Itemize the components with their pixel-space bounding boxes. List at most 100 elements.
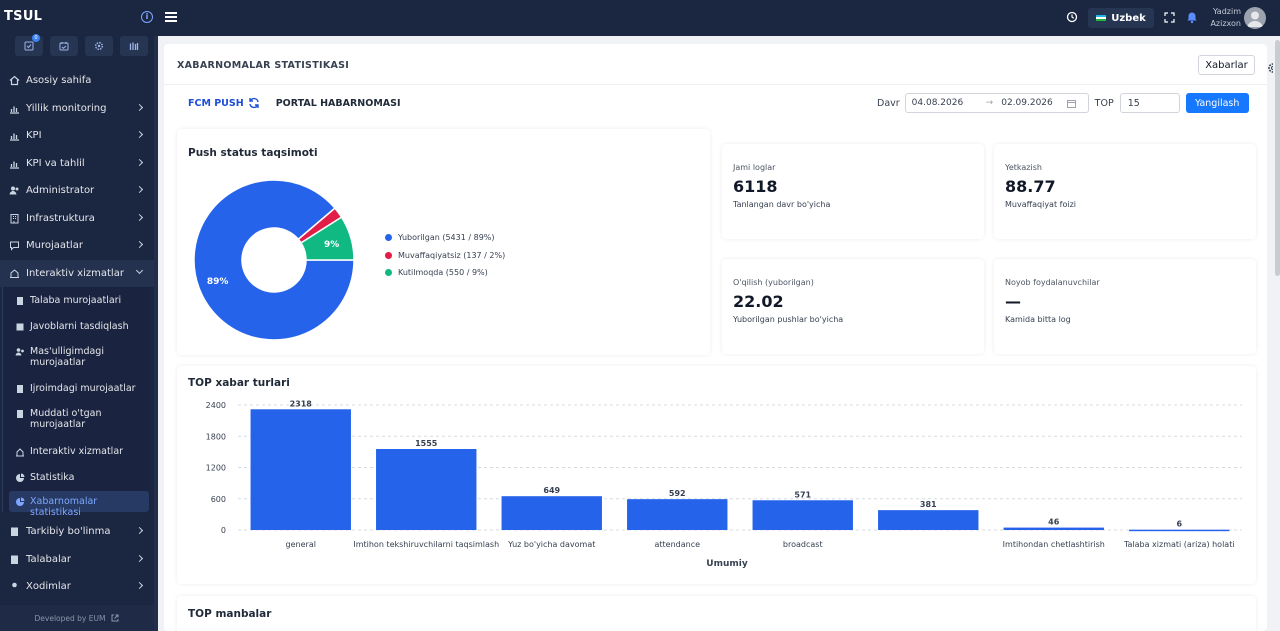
brand-logo[interactable]: TSUL (4, 9, 43, 24)
date-from-input[interactable]: 04.08.2026 (911, 98, 964, 108)
x-tick-label: Talaba xizmati (ariza) holati (1123, 540, 1235, 549)
sidebar-item-murojaatlar[interactable]: Murojaatlar (0, 232, 154, 260)
legend-item-kutilmoqda[interactable]: Kutilmoqda (550 / 9%) (385, 264, 505, 282)
page-scrollbar-thumb[interactable] (1275, 40, 1280, 276)
legend-item-yuborilgan[interactable]: Yuborilgan (5431 / 89%) (385, 229, 505, 247)
arrow-right-icon: → (985, 98, 994, 108)
sidebar-footer[interactable]: Developed by EUM (0, 605, 154, 631)
stat-sub: Tanlangan davr bo'yicha (733, 200, 831, 209)
bar-value-label: 46 (1048, 518, 1060, 527)
date-to-input[interactable]: 02.09.2026 (1001, 98, 1053, 108)
refresh-button[interactable]: Yangilash (1185, 93, 1249, 113)
sidebar-item-kpi[interactable]: KPI (0, 122, 154, 150)
stat-sub: Muvaffaqiyat foizi (1005, 200, 1076, 209)
history-icon[interactable] (1066, 11, 1078, 23)
stat-value: 88.77 (1005, 177, 1056, 196)
sidebar-item-administrator[interactable]: Administrator (0, 177, 154, 205)
bar-value-label: 1555 (415, 439, 438, 448)
home-icon (9, 75, 19, 86)
top-label: TOP (1094, 97, 1114, 109)
bar[interactable] (501, 496, 602, 530)
submenu-interaktiv-xizmatlar: Talaba murojaatlari Javoblarni tasdiqlas… (2, 287, 151, 518)
x-tick-label: Imtihondan chetlashtirish (1003, 540, 1105, 549)
avatar[interactable] (1244, 7, 1266, 29)
menu-toggle-icon[interactable] (165, 12, 177, 23)
bar[interactable] (250, 409, 351, 530)
tab-fcm-push[interactable]: FCM PUSH (188, 97, 260, 109)
stat-value: 22.02 (733, 292, 784, 311)
sidebar: 0 Asosiy sahifa Yillik monitoring KPI KP… (0, 34, 158, 631)
bar[interactable] (376, 449, 477, 530)
stat-label: Yetkazish (1005, 163, 1042, 172)
sidebar-item-infrastruktura[interactable]: Infrastruktura (0, 205, 154, 233)
x-tick-label: broadcast (783, 540, 823, 549)
date-range-picker[interactable]: 04.08.2026 → 02.09.2026 (904, 93, 1089, 113)
quick-tasks-button[interactable] (50, 36, 78, 56)
xabarlar-button[interactable]: Xabarlar (1198, 55, 1255, 75)
external-link-icon (111, 614, 119, 622)
submenu-item-xabarnomalar-statistikasi[interactable]: Xabarnomalar statistikasi (9, 491, 149, 518)
bar-value-label: 6 (1176, 520, 1182, 529)
gear-icon (95, 42, 103, 50)
info-icon[interactable]: i (141, 11, 153, 23)
bar[interactable] (878, 510, 979, 530)
push-status-card: Push status taqsimoti 89% 9% Yuborilgan (… (177, 129, 710, 355)
y-tick-label: 1200 (206, 464, 226, 473)
stat-label: Jami loglar (733, 163, 776, 172)
sidebar-item-interaktiv-xizmatlar[interactable]: Interaktiv xizmatlar (0, 259, 154, 287)
sidebar-item-xodimlar[interactable]: Xodimlar (0, 573, 154, 601)
push-status-donut-chart: 89% 9% (193, 179, 355, 341)
page-scrollbar-track[interactable] (1273, 36, 1280, 631)
bar[interactable] (627, 499, 728, 530)
sidebar-scrollbar[interactable] (154, 36, 158, 631)
user-group-icon (15, 348, 24, 356)
message-icon (9, 241, 19, 251)
sidebar-item-home[interactable]: Asosiy sahifa (0, 67, 154, 95)
sidebar-item-kpi-tahlil[interactable]: KPI va tahlil (0, 150, 154, 178)
submenu-item-talaba-murojaatlari[interactable]: Talaba murojaatlari (3, 287, 151, 313)
sidebar-item-yillik-monitoring[interactable]: Yillik monitoring (0, 95, 154, 123)
sidebar-item-talabalar[interactable]: Talabalar (0, 546, 154, 574)
top-types-title: TOP xabar turlari (188, 377, 290, 389)
top-types-bar-chart: 0 600 1200 1800 2400 2318 general 1555 Imtihon t… (206, 399, 1242, 569)
submenu-item-javoblarni-tasdiqlash[interactable]: Javoblarni tasdiqlash (3, 313, 151, 339)
submenu-item-statistika[interactable]: Statistika (3, 465, 151, 491)
uzbek-flag-icon (1096, 15, 1107, 21)
bar[interactable] (752, 500, 853, 530)
pie-slice[interactable] (299, 216, 355, 261)
quick-settings-button[interactable] (85, 36, 113, 56)
top-sources-card: TOP manbalar (177, 596, 1256, 631)
document-icon (17, 385, 23, 393)
calendar-icon[interactable] (1067, 99, 1077, 108)
submenu-item-muddati-otgan[interactable]: Muddati o'tgan murojaatlar (3, 402, 151, 439)
language-select[interactable]: Uzbek (1088, 8, 1154, 28)
quick-inbox-button[interactable]: 0 (15, 34, 43, 56)
bar[interactable] (1129, 529, 1230, 532)
top-bar: TSUL i Uzbek Yadzim Azizxon (0, 0, 1280, 36)
bar[interactable] (1003, 527, 1104, 530)
submenu-item-ijroimdagi[interactable]: Ijroimdagi murojaatlar (3, 376, 151, 402)
tab-portal-habarnomasi[interactable]: PORTAL HABARNOMASI (275, 97, 401, 109)
main-panel: XABARNOMALAR STATISTIKASI Xabarlar FCM P… (164, 44, 1267, 631)
push-status-title: Push status taqsimoti (188, 147, 318, 159)
submenu-item-masulligimdagi[interactable]: Mas'ulligimdagi murojaatlar (3, 339, 151, 376)
document-icon (17, 410, 23, 418)
language-label: Uzbek (1111, 12, 1146, 24)
approve-icon (16, 323, 24, 331)
legend-item-muvaffaqiyatsiz[interactable]: Muvaffaqiyatsiz (137 / 2%) (385, 247, 505, 265)
refresh-icon[interactable] (248, 97, 260, 109)
user-name[interactable]: Yadzim Azizxon (1210, 7, 1241, 28)
bell-icon[interactable] (1186, 11, 1198, 24)
fullscreen-icon[interactable] (1164, 12, 1175, 23)
library-icon (129, 42, 139, 50)
quick-library-button[interactable] (120, 36, 148, 56)
stat-card-noyob-foydalanuvchilar: Noyob foydalanuvchilar — Kamida bitta lo… (994, 259, 1256, 354)
period-label: Davr (877, 97, 900, 109)
submenu-item-interaktiv-xizmatlar[interactable]: Interaktiv xizmatlar (3, 439, 151, 465)
top-input[interactable]: 15 (1119, 93, 1180, 113)
pie-slice[interactable] (193, 179, 355, 341)
notification-badge: 0 (32, 34, 40, 42)
bar-chart-icon (9, 161, 19, 169)
sidebar-item-tarkibiy-bolinma[interactable]: Tarkibiy bo'linma (0, 518, 154, 546)
bar-value-label: 592 (669, 489, 686, 498)
